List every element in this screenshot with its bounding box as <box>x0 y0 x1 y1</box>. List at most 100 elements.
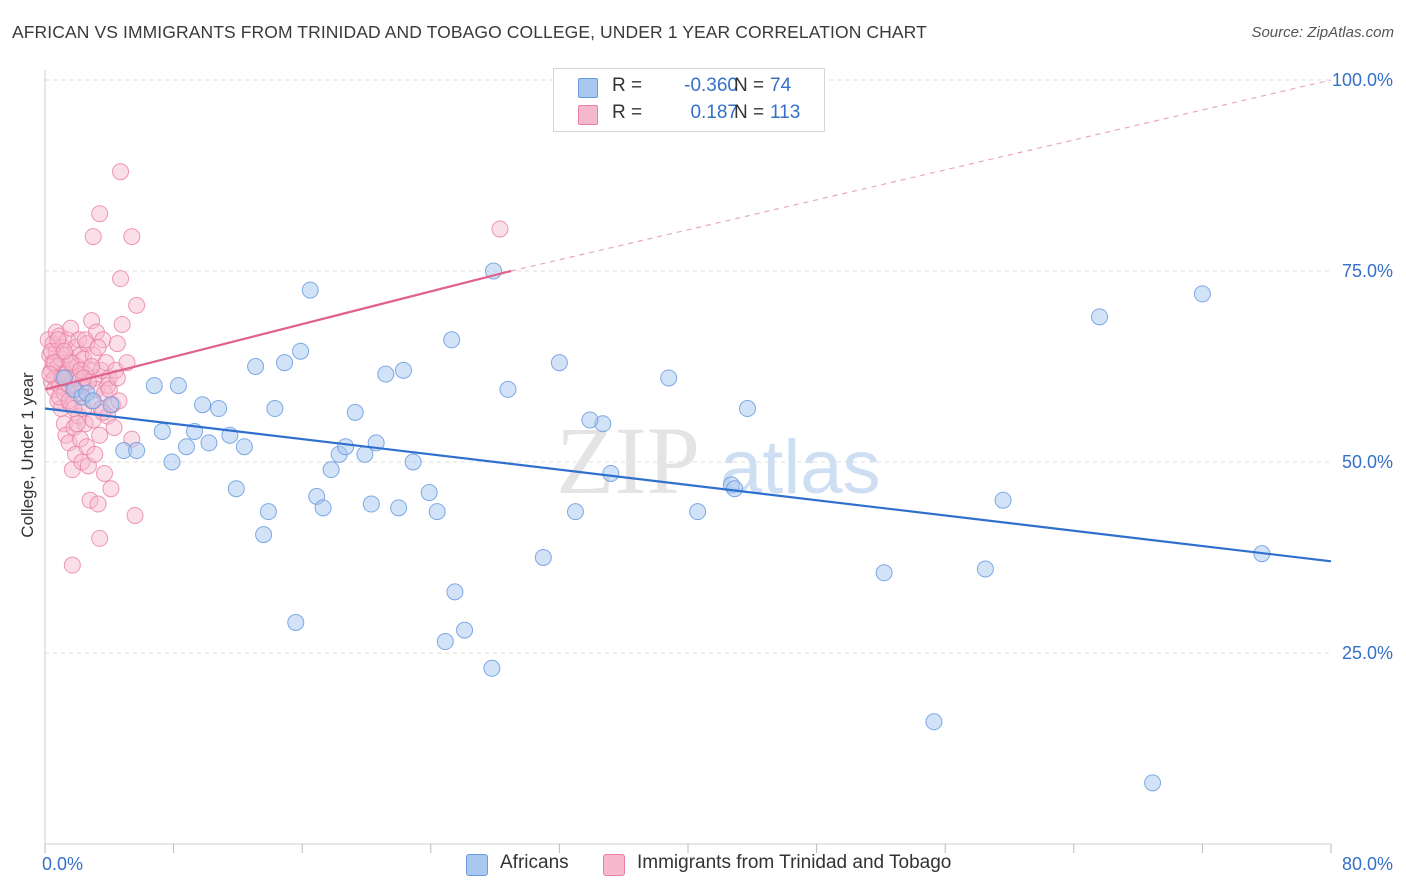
data-point-africans <box>235 438 253 456</box>
data-point-africans <box>169 377 187 395</box>
legend-r-value: 0.187 <box>690 102 738 123</box>
data-point-trinidad <box>63 556 81 574</box>
data-point-africans <box>210 400 228 418</box>
data-point-trinidad <box>89 495 107 513</box>
data-point-trinidad <box>105 419 123 437</box>
series-africans-points <box>55 262 1271 792</box>
data-point-africans <box>377 365 395 383</box>
data-point-trinidad <box>112 270 130 288</box>
y-tick-label: 100.0% <box>1332 70 1393 90</box>
data-point-trinidad <box>68 415 86 433</box>
data-point-africans <box>292 342 310 360</box>
data-point-trinidad <box>128 296 146 314</box>
grid-lines <box>45 79 1331 654</box>
data-point-trinidad <box>41 365 59 383</box>
data-point-africans <box>177 438 195 456</box>
legend-r-label: R = <box>612 75 643 96</box>
data-point-trinidad <box>108 335 126 353</box>
y-tick-label: 50.0% <box>1342 452 1393 472</box>
data-point-trinidad <box>70 331 88 349</box>
data-point-trinidad <box>89 338 107 356</box>
legend-label-trinidad: Immigrants from Trinidad and Tobago <box>637 852 952 873</box>
data-point-trinidad <box>50 388 68 406</box>
data-point-africans <box>362 495 380 513</box>
data-point-africans <box>322 461 340 479</box>
data-point-trinidad <box>123 228 141 246</box>
trend-lines <box>44 79 1332 563</box>
data-point-africans <box>550 354 568 372</box>
legend-n-value: 74 <box>770 75 792 96</box>
data-point-trinidad <box>91 426 109 444</box>
x-tick-label: 80.0% <box>1342 854 1393 874</box>
data-point-trinidad <box>91 205 109 223</box>
data-point-africans <box>314 499 332 517</box>
data-point-africans <box>200 434 218 452</box>
data-point-africans <box>102 396 120 414</box>
data-point-africans <box>994 491 1012 509</box>
data-point-trinidad <box>55 342 73 360</box>
data-point-trinidad <box>84 228 102 246</box>
legend-label-africans: Africans <box>500 852 569 873</box>
data-point-trinidad <box>76 331 94 349</box>
data-point-africans <box>394 361 412 379</box>
watermark-zip: ZIP <box>556 407 700 514</box>
x-tick-label: 0.0% <box>42 854 83 874</box>
legend-n-label: N = <box>734 75 765 96</box>
data-point-africans <box>276 354 294 372</box>
y-tick-label: 25.0% <box>1342 643 1393 663</box>
data-point-africans <box>247 358 265 375</box>
data-point-africans <box>1193 285 1211 303</box>
legend-r-value: -0.360 <box>684 75 738 96</box>
data-point-africans <box>456 621 474 639</box>
data-point-trinidad <box>86 445 104 463</box>
tick-labels: 25.0% 50.0% 75.0% 100.0% 0.0% 80.0% <box>42 70 1393 874</box>
data-point-africans <box>84 392 102 410</box>
data-point-trinidad <box>95 464 113 482</box>
data-point-africans <box>566 503 584 521</box>
data-point-africans <box>145 377 163 395</box>
data-point-africans <box>499 380 517 398</box>
data-point-africans <box>266 400 284 418</box>
data-point-africans <box>483 659 501 677</box>
data-point-africans <box>428 503 446 521</box>
y-tick-label: 75.0% <box>1342 261 1393 281</box>
data-point-africans <box>875 564 893 582</box>
axes <box>44 70 1332 853</box>
correlation-legend: R = -0.360 N = 74 R = 0.187 N = 113 <box>553 68 825 132</box>
data-point-trinidad <box>113 315 131 333</box>
chart-title: AFRICAN VS IMMIGRANTS FROM TRINIDAD AND … <box>12 22 927 42</box>
watermark: ZIP atlas <box>556 407 881 514</box>
data-point-africans <box>738 400 756 418</box>
data-point-africans <box>337 438 355 456</box>
legend-n-label: N = <box>734 102 765 123</box>
legend-swatch-trinidad <box>603 854 625 876</box>
data-point-trinidad <box>102 480 120 498</box>
data-point-africans <box>1091 308 1109 326</box>
data-point-africans <box>689 503 707 521</box>
data-point-africans <box>404 453 422 471</box>
data-point-africans <box>660 369 678 387</box>
trend-line-trinidad-extended <box>511 79 1332 272</box>
data-point-trinidad <box>81 491 99 509</box>
data-point-africans <box>301 281 319 299</box>
data-point-africans <box>255 526 273 544</box>
data-point-africans <box>443 331 461 349</box>
data-point-africans <box>259 503 277 521</box>
source-credit: Source: ZipAtlas.com <box>1251 24 1394 41</box>
data-point-africans <box>128 442 146 460</box>
trend-line-trinidad <box>44 269 512 391</box>
legend-swatch-africans <box>466 854 488 876</box>
data-point-africans <box>390 499 408 517</box>
data-point-africans <box>446 583 464 601</box>
data-point-africans <box>420 484 438 502</box>
data-point-africans <box>534 549 552 566</box>
data-point-africans <box>602 464 620 482</box>
data-point-africans <box>346 403 364 421</box>
data-point-africans <box>55 369 73 387</box>
data-point-africans <box>581 411 599 429</box>
data-point-africans <box>153 422 171 440</box>
legend-swatch-africans <box>578 78 598 98</box>
data-point-africans <box>287 613 305 631</box>
legend-r-label: R = <box>612 102 643 123</box>
